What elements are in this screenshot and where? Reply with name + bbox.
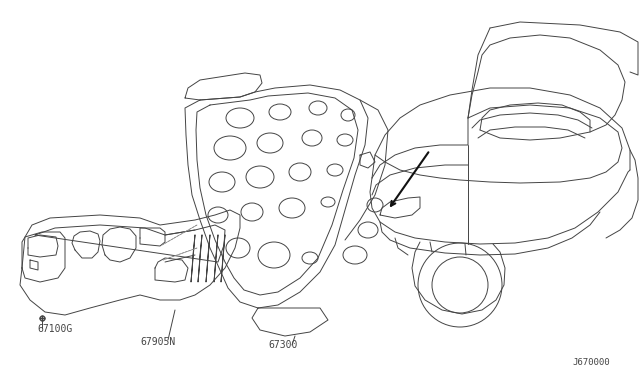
Text: 67300: 67300: [268, 340, 298, 350]
Text: 67100G: 67100G: [37, 324, 72, 334]
Text: 67905N: 67905N: [140, 337, 175, 347]
Text: J670000: J670000: [572, 358, 610, 367]
